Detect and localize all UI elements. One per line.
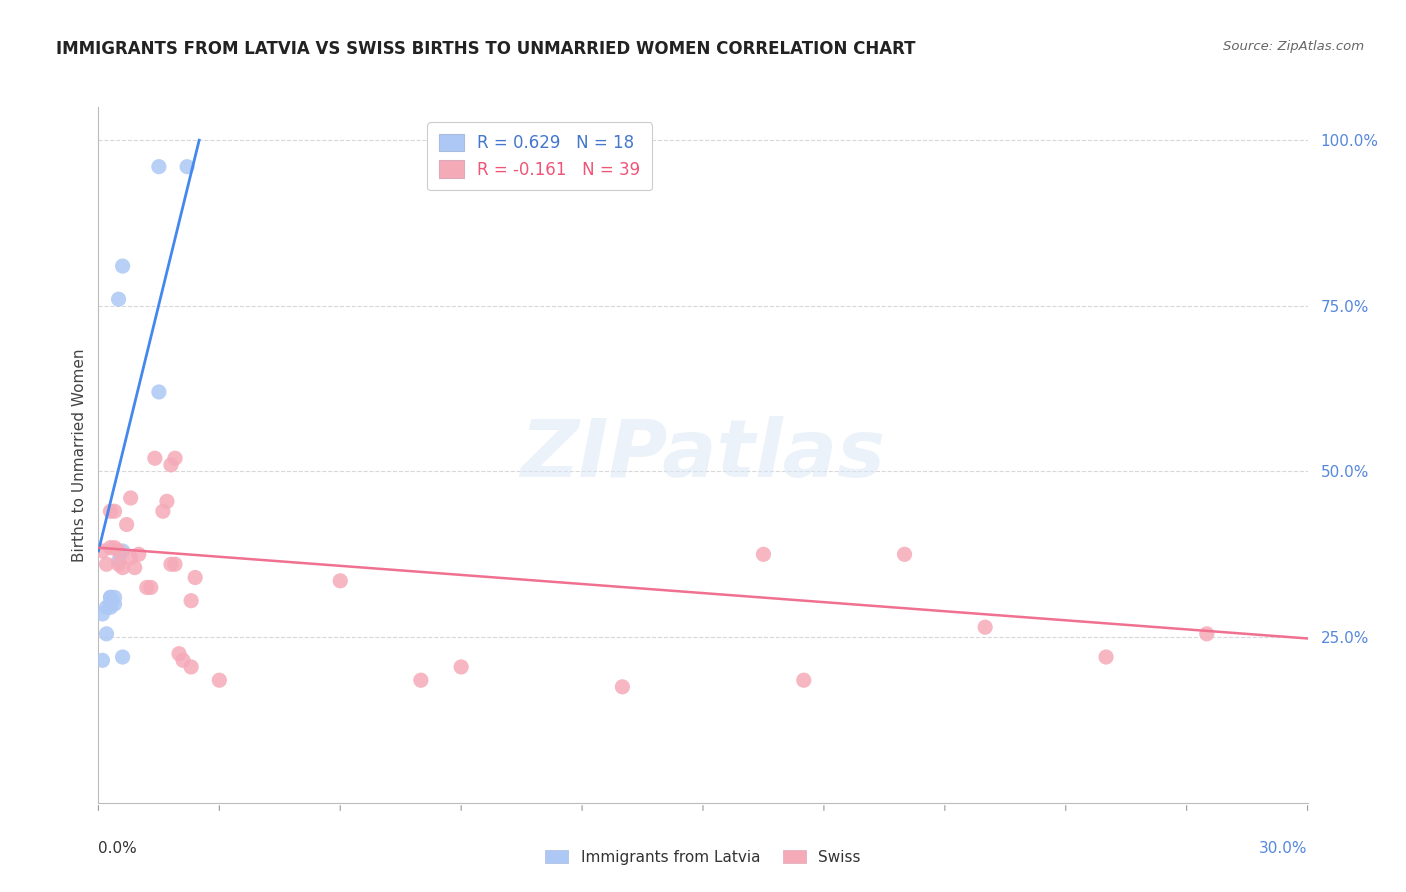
Text: IMMIGRANTS FROM LATVIA VS SWISS BIRTHS TO UNMARRIED WOMEN CORRELATION CHART: IMMIGRANTS FROM LATVIA VS SWISS BIRTHS T… bbox=[56, 40, 915, 58]
Point bbox=[172, 653, 194, 667]
Point bbox=[115, 517, 138, 532]
Point bbox=[974, 620, 997, 634]
Y-axis label: Births to Unmarried Women: Births to Unmarried Women bbox=[72, 348, 87, 562]
Point bbox=[128, 547, 150, 561]
Point bbox=[1195, 627, 1218, 641]
Point bbox=[103, 591, 125, 605]
Point bbox=[612, 680, 634, 694]
Point bbox=[1095, 650, 1118, 665]
Point bbox=[107, 558, 129, 572]
Point bbox=[163, 558, 186, 572]
Point bbox=[91, 607, 114, 621]
Text: ZIPatlas: ZIPatlas bbox=[520, 416, 886, 494]
Point bbox=[752, 547, 775, 561]
Point bbox=[180, 660, 202, 674]
Point bbox=[120, 550, 142, 565]
Point bbox=[180, 593, 202, 607]
Text: 30.0%: 30.0% bbox=[1260, 841, 1308, 856]
Point bbox=[450, 660, 472, 674]
Point bbox=[96, 558, 118, 572]
Point bbox=[148, 160, 170, 174]
Legend: Immigrants from Latvia, Swiss: Immigrants from Latvia, Swiss bbox=[540, 844, 866, 871]
Point bbox=[143, 451, 166, 466]
Point bbox=[103, 504, 125, 518]
Legend: R = 0.629   N = 18, R = -0.161   N = 39: R = 0.629 N = 18, R = -0.161 N = 39 bbox=[427, 122, 652, 190]
Point bbox=[91, 653, 114, 667]
Point bbox=[163, 451, 186, 466]
Point bbox=[135, 581, 157, 595]
Point bbox=[409, 673, 432, 688]
Point bbox=[329, 574, 352, 588]
Point bbox=[107, 554, 129, 568]
Point bbox=[893, 547, 915, 561]
Point bbox=[100, 600, 122, 615]
Point bbox=[111, 259, 134, 273]
Point bbox=[160, 558, 183, 572]
Point bbox=[100, 504, 122, 518]
Point bbox=[124, 560, 146, 574]
Text: 0.0%: 0.0% bbox=[98, 841, 138, 856]
Point bbox=[100, 541, 122, 555]
Point bbox=[111, 650, 134, 665]
Point bbox=[156, 494, 179, 508]
Point bbox=[139, 581, 162, 595]
Text: Source: ZipAtlas.com: Source: ZipAtlas.com bbox=[1223, 40, 1364, 54]
Point bbox=[167, 647, 190, 661]
Point bbox=[111, 560, 134, 574]
Point bbox=[184, 570, 207, 584]
Point bbox=[793, 673, 815, 688]
Point bbox=[96, 627, 118, 641]
Point bbox=[176, 160, 198, 174]
Point bbox=[107, 292, 129, 306]
Point bbox=[103, 597, 125, 611]
Point bbox=[107, 544, 129, 558]
Point bbox=[91, 544, 114, 558]
Point bbox=[100, 591, 122, 605]
Point bbox=[111, 544, 134, 558]
Point bbox=[100, 591, 122, 605]
Point bbox=[152, 504, 174, 518]
Point bbox=[160, 458, 183, 472]
Point bbox=[96, 600, 118, 615]
Point bbox=[208, 673, 231, 688]
Point bbox=[120, 491, 142, 505]
Point bbox=[100, 597, 122, 611]
Point bbox=[148, 384, 170, 399]
Point bbox=[103, 541, 125, 555]
